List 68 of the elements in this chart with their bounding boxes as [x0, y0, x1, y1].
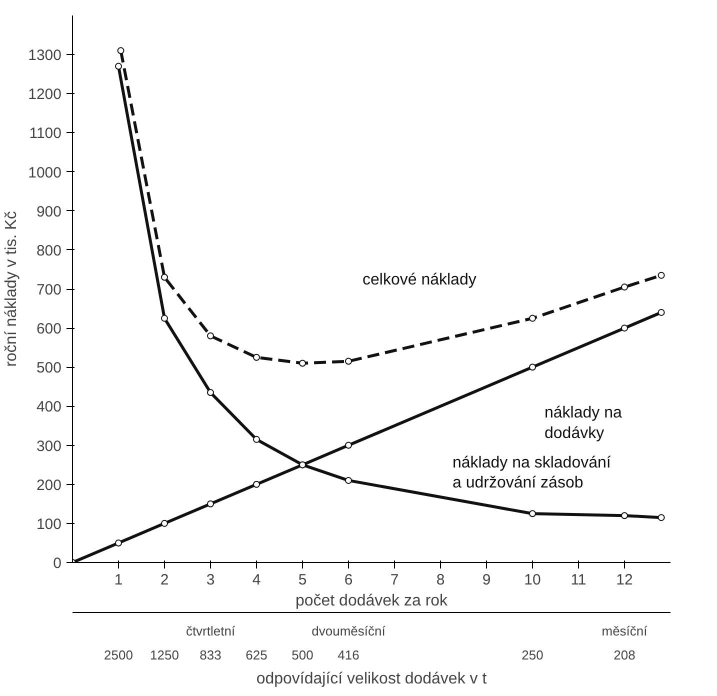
- text: 250: [522, 648, 544, 662]
- y-tick-label: 1000: [28, 164, 62, 182]
- point: [117, 47, 124, 54]
- y-axis-title: roční náklady v tis. Kč: [3, 211, 20, 367]
- point: [529, 364, 536, 371]
- y-tick-label: 1100: [29, 125, 62, 142]
- point: [253, 354, 260, 361]
- y-tick-label: 300: [36, 438, 62, 455]
- point: [207, 389, 214, 396]
- x-tick-label: 3: [206, 572, 215, 588]
- text: celkové náklady: [362, 271, 476, 288]
- point: [658, 272, 665, 279]
- text: 625: [246, 648, 268, 662]
- text: náklady na dodávky: [544, 404, 622, 442]
- point: [658, 308, 665, 316]
- point: [161, 314, 168, 322]
- text: dvouměsíční: [312, 624, 386, 638]
- point: [621, 324, 628, 332]
- point: [115, 539, 122, 546]
- x-tick-label: 4: [252, 572, 261, 588]
- series-label: náklady na skladování a udržování zásob: [452, 454, 612, 492]
- x-axis-title: počet dodávek za rok: [295, 592, 449, 610]
- y-tick-label: 1300: [28, 47, 62, 64]
- point: [529, 510, 536, 518]
- y-tick-label: 900: [36, 203, 62, 220]
- text: 500: [292, 648, 314, 662]
- point: [345, 358, 352, 365]
- point: [621, 512, 628, 520]
- x-tick-label: 1: [114, 572, 123, 588]
- x-tick-label: 2: [160, 572, 169, 588]
- point: [161, 274, 168, 281]
- y-tick-label: 800: [36, 242, 62, 260]
- x-tick-label: 11: [570, 572, 586, 588]
- point: [621, 284, 628, 291]
- y-tick-label: 400: [36, 398, 62, 416]
- point: [299, 360, 306, 367]
- text: odpovídající velikost dodávek v t: [256, 670, 488, 688]
- x-tick-label: 8: [436, 572, 445, 588]
- y-tick-label: 100: [36, 516, 62, 533]
- text: 1250: [150, 648, 179, 662]
- text: 416: [338, 648, 360, 662]
- text: měsíční: [602, 624, 648, 638]
- point: [345, 442, 352, 449]
- x-tick-label: 5: [298, 572, 307, 588]
- text: čtvrtletní: [186, 624, 236, 638]
- y-tick-label: 700: [36, 282, 62, 298]
- x-tick-label: 6: [344, 572, 353, 588]
- x-tick-label: 12: [616, 572, 633, 588]
- y-tick-label: 200: [36, 476, 62, 494]
- x-tick-label: 7: [390, 572, 399, 588]
- text: 833: [200, 648, 222, 662]
- point: [253, 436, 260, 443]
- point: [207, 500, 214, 508]
- point: [207, 332, 214, 340]
- text: 2500: [104, 648, 133, 662]
- text: 208: [614, 648, 636, 662]
- point: [115, 62, 122, 70]
- point: [658, 514, 665, 522]
- y-tick-label: 500: [36, 360, 62, 377]
- y-tick-label: 1200: [28, 86, 62, 104]
- point: [529, 314, 536, 322]
- x-tick-label: 9: [482, 572, 491, 588]
- point: [345, 476, 352, 484]
- y-tick-label: 0: [53, 555, 62, 572]
- point: [253, 480, 260, 488]
- point: [161, 520, 168, 527]
- y-tick-label: 600: [36, 320, 62, 338]
- x-tick-label: 10: [524, 572, 541, 588]
